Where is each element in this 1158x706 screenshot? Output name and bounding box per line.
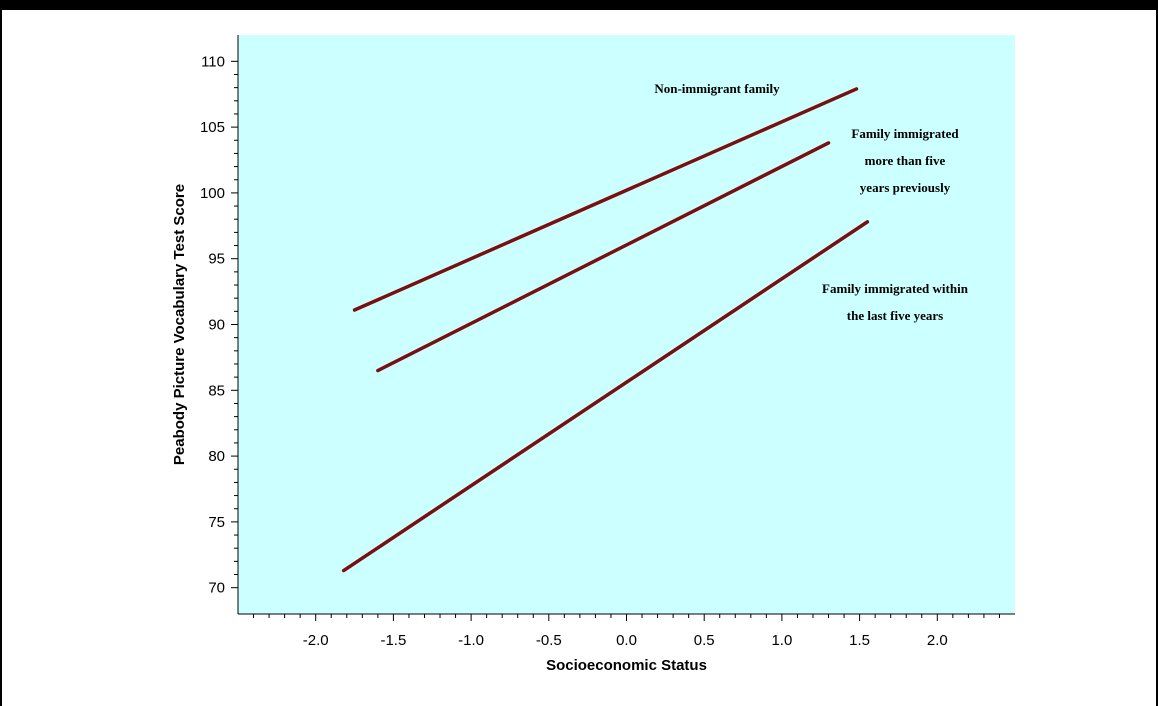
x-tick-label: -1.0 bbox=[458, 632, 484, 649]
series-lines bbox=[341, 87, 870, 573]
y-tick-label: 85 bbox=[208, 382, 225, 399]
series-annotation-2: Family immigrated bbox=[851, 126, 959, 141]
series-line-2 bbox=[376, 141, 831, 373]
series-annotation-1: Non-immigrant family bbox=[654, 81, 780, 96]
y-axis-ticks: 70 75 80 85 90 95 100 105 110 bbox=[200, 53, 238, 597]
y-tick-label: 105 bbox=[200, 119, 225, 136]
y-axis-title: Peabody Picture Vocabulary Test Score bbox=[171, 184, 188, 465]
x-tick-label: -1.5 bbox=[380, 632, 406, 649]
y-tick-label: 70 bbox=[208, 580, 225, 597]
x-axis-title: Socioeconomic Status bbox=[546, 657, 707, 674]
x-tick-label: 1.5 bbox=[849, 632, 870, 649]
y-tick-label: 100 bbox=[200, 185, 225, 202]
x-tick-label: -0.5 bbox=[536, 632, 562, 649]
series-annotation-2: years previously bbox=[860, 180, 951, 195]
series-line-1 bbox=[352, 87, 859, 312]
x-tick-label: 0.0 bbox=[616, 632, 637, 649]
series-annotation-3: the last five years bbox=[847, 308, 943, 323]
plot-background bbox=[238, 35, 1015, 614]
y-tick-label: 80 bbox=[208, 448, 225, 465]
x-tick-label: 2.0 bbox=[927, 632, 948, 649]
series-annotation-2: more than five bbox=[865, 153, 946, 168]
x-axis-ticks: -2.0 -1.5 -1.0 -0.5 0.0 0.5 1.0 1.5 2.0 bbox=[253, 614, 1000, 649]
series-line-3 bbox=[341, 220, 870, 573]
x-tick-label: 0.5 bbox=[694, 632, 715, 649]
y-tick-label: 110 bbox=[201, 53, 225, 70]
series-annotations: Non-immigrant family Family immigrated mor… bbox=[654, 81, 968, 323]
y-tick-label: 95 bbox=[208, 251, 225, 268]
series-annotation-3: Family immigrated within bbox=[822, 281, 969, 296]
x-tick-label: -2.0 bbox=[303, 632, 329, 649]
y-tick-label: 90 bbox=[208, 317, 225, 334]
x-tick-label: 1.0 bbox=[771, 632, 792, 649]
y-tick-label: 75 bbox=[208, 514, 225, 531]
